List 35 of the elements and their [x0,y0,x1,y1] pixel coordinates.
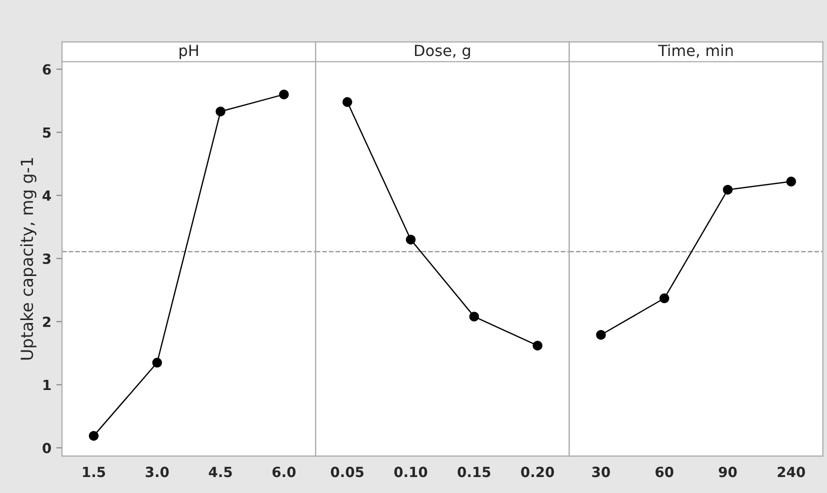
chart-title: Time, min [658,44,733,58]
x-tick-label: 240 [778,466,805,478]
x-tick-label: 4.5 [208,466,232,478]
x-tick-label: 30 [592,466,610,478]
x-tick-label: 0.15 [458,466,490,478]
y-tick-label: 6 [42,64,51,75]
point [469,312,480,322]
chart-title: Dose, g [415,44,470,60]
point [406,234,416,244]
point [342,97,352,107]
point [279,90,289,100]
point [786,176,796,186]
point [532,340,542,350]
y-tick-label: 3 [42,253,51,264]
point [596,330,606,340]
x-tick-label: 90 [718,466,737,478]
y-axis-title: Uptake capacity, mg g-1 [20,158,36,360]
x-tick-label: 6.0 [272,466,296,478]
y-tick-label: 1 [44,380,51,390]
x-tick-label: 0.10 [394,466,428,478]
x-tick-label: 0.20 [521,466,554,478]
y-tick-label: 5 [43,127,51,138]
point [659,293,670,304]
y-tick-label: 4 [42,190,51,201]
point [88,430,99,441]
y-tick-label: 2 [43,316,50,327]
point [152,358,162,368]
chart-title: pH [180,44,198,60]
x-tick-label: 60 [656,466,674,478]
point [216,106,226,116]
x-tick-label: 3.0 [146,466,169,478]
point [722,184,733,195]
x-tick-label: 1.5 [82,466,106,478]
y-tick-label: 0 [42,442,51,454]
x-tick-label: 0.05 [330,466,364,478]
